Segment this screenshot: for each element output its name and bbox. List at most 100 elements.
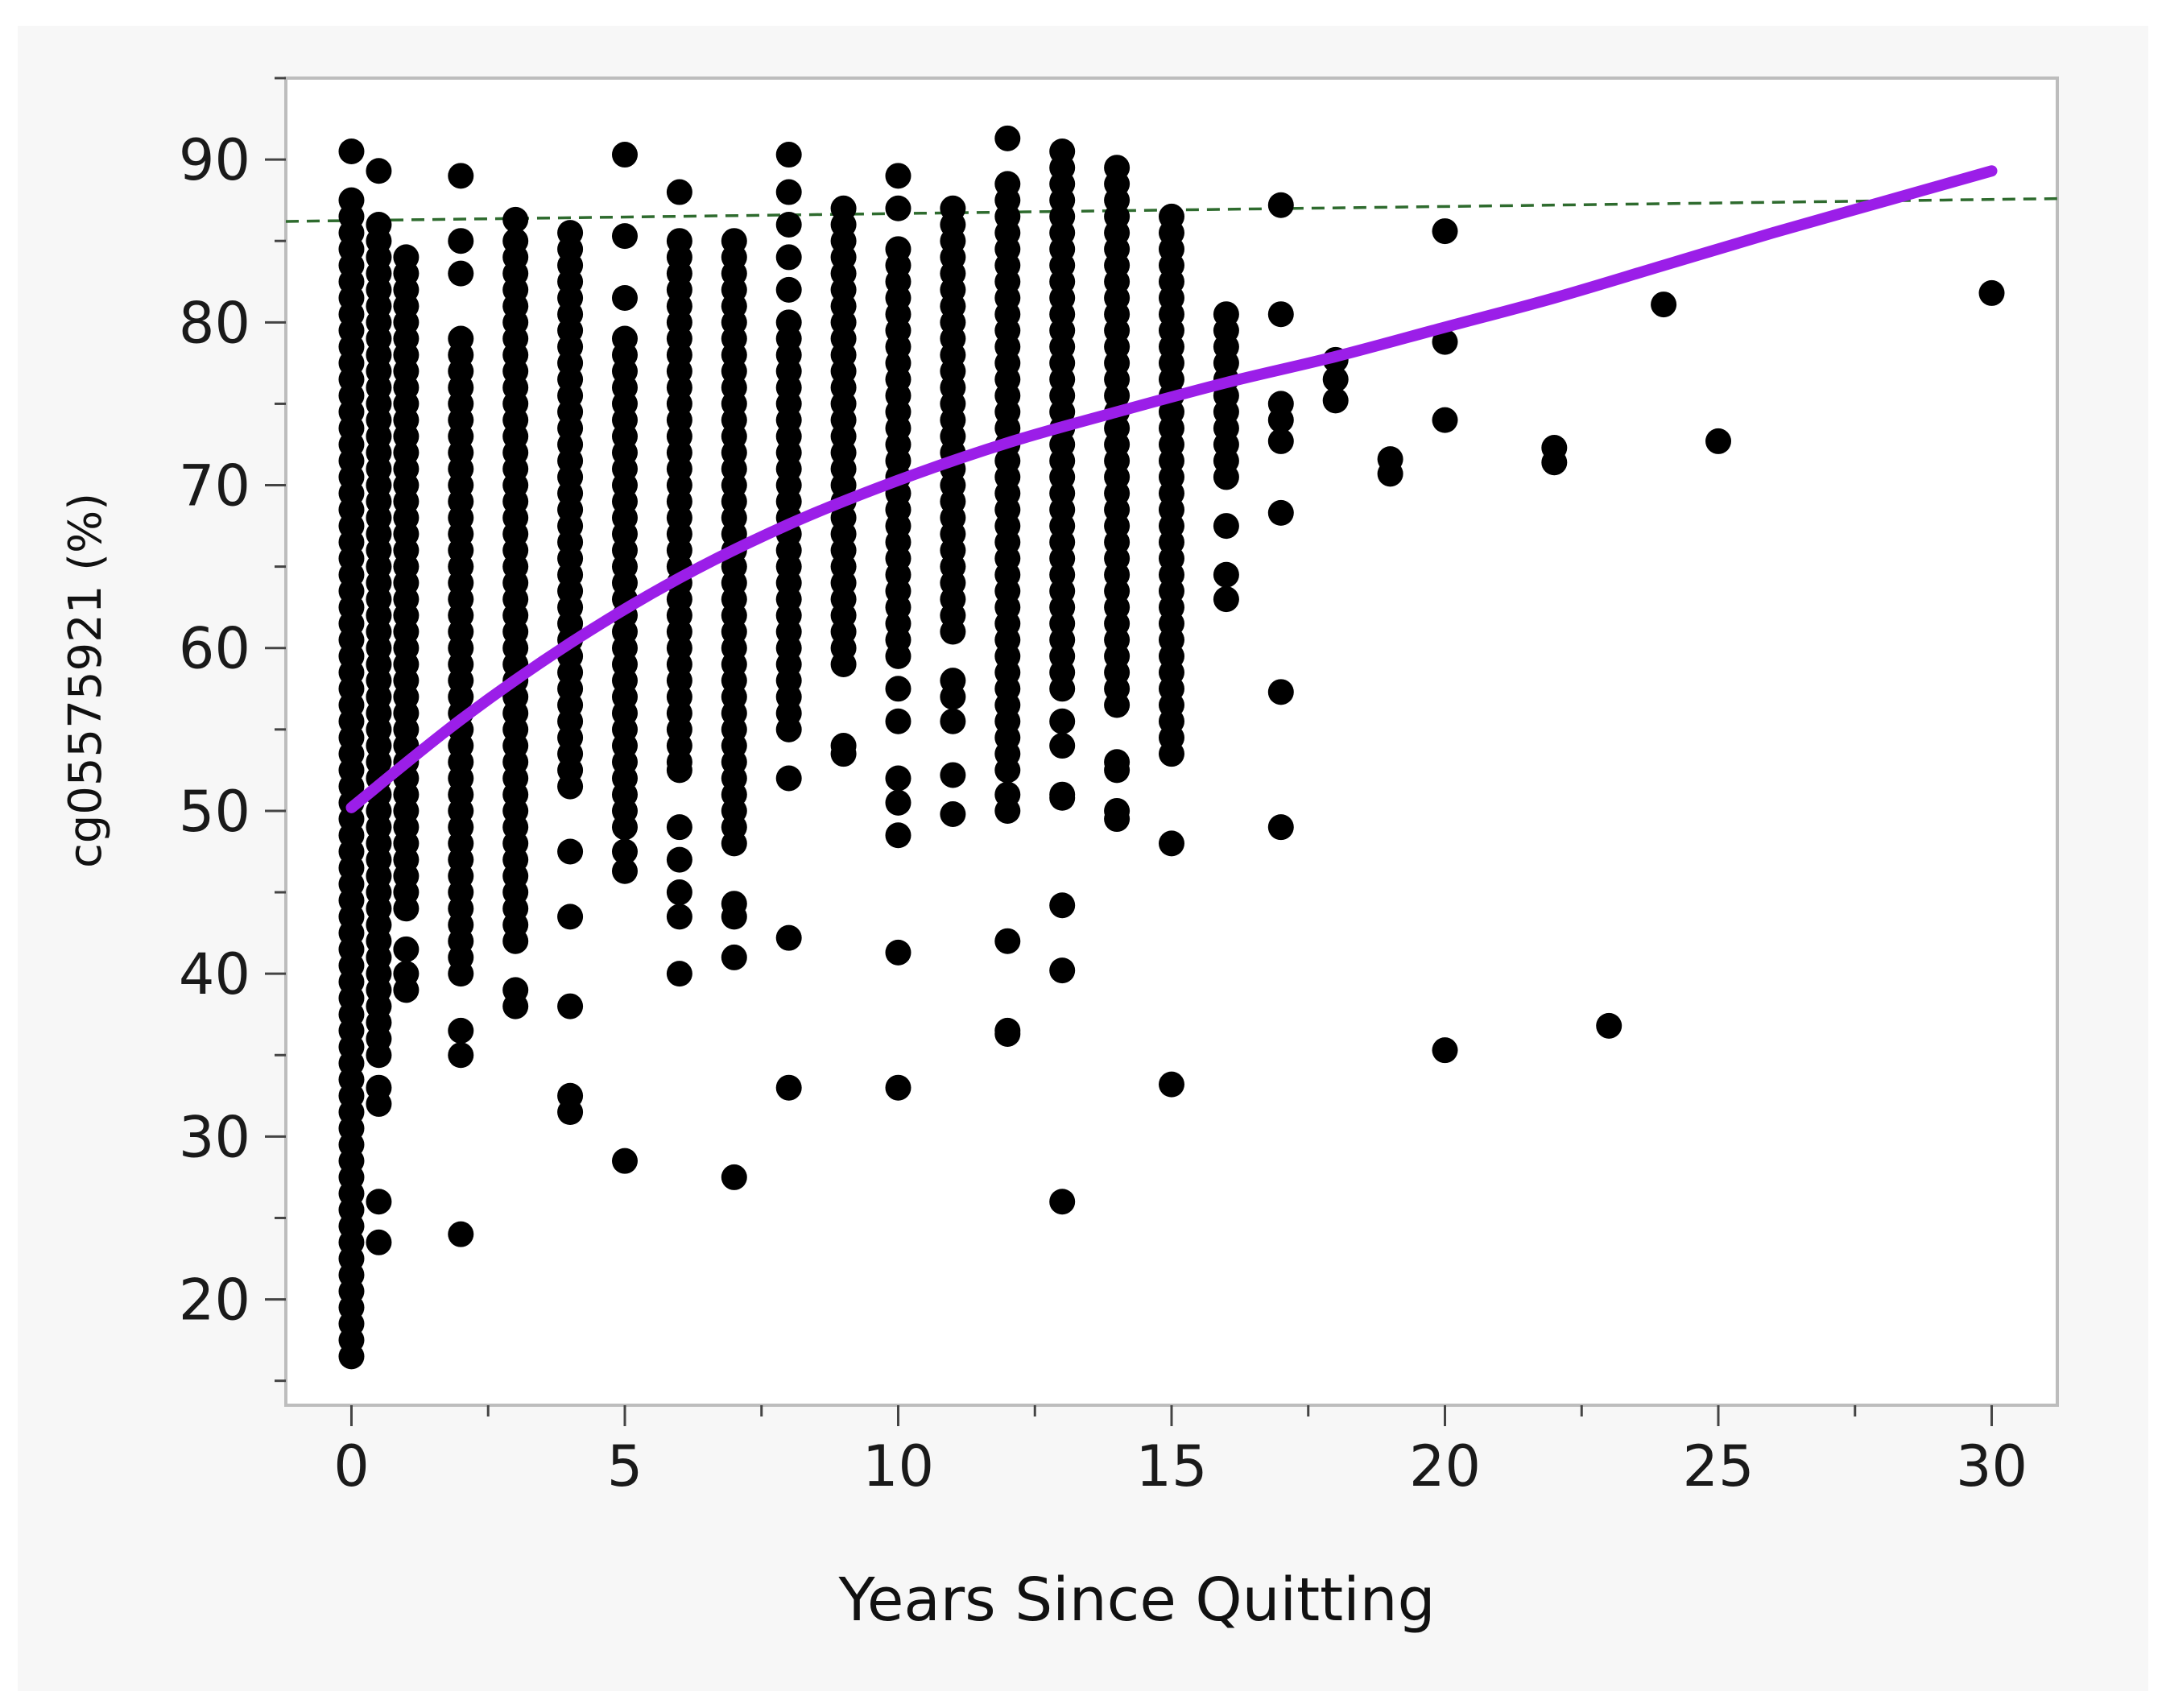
data-point [1159, 203, 1184, 230]
data-point [1432, 218, 1458, 245]
data-point [1322, 387, 1349, 414]
data-point [1705, 428, 1732, 454]
data-point [393, 936, 420, 962]
data-point [1432, 1037, 1458, 1064]
data-point [721, 904, 747, 930]
data-point [1377, 461, 1403, 487]
data-point [666, 961, 692, 987]
data-point [557, 220, 584, 246]
data-point [940, 708, 966, 734]
data-point [611, 1148, 638, 1174]
data-point [448, 1042, 474, 1069]
data-point [557, 1099, 584, 1126]
data-point [721, 944, 747, 970]
data-point [448, 260, 474, 287]
data-point [366, 1090, 392, 1117]
data-point [666, 757, 692, 784]
data-point [611, 858, 638, 884]
data-point [1049, 957, 1076, 984]
data-point [885, 163, 911, 189]
data-point [885, 676, 911, 702]
x-tick-label: 0 [333, 1433, 370, 1499]
data-point [994, 928, 1021, 954]
data-point [775, 924, 802, 951]
data-point [666, 904, 692, 930]
data-point [1596, 1012, 1622, 1039]
data-point [1104, 806, 1131, 833]
fit-curve [345, 165, 1998, 813]
data-point [1651, 292, 1677, 318]
data-point [1267, 407, 1294, 433]
data-point [1267, 814, 1294, 841]
x-tick-label: 15 [1135, 1433, 1207, 1499]
x-tick-label: 30 [1956, 1433, 2028, 1499]
data-point [940, 800, 966, 827]
data-point [775, 211, 802, 238]
data-point [1159, 1071, 1184, 1098]
data-point [775, 309, 802, 336]
data-point [1159, 830, 1184, 857]
data-point [666, 179, 692, 205]
data-point [994, 125, 1021, 151]
data-point [1049, 1189, 1076, 1215]
data-point [994, 1020, 1021, 1047]
data-point [448, 1017, 474, 1044]
data-points-layer [338, 125, 2005, 1370]
data-point [393, 977, 420, 1003]
data-point [366, 158, 392, 184]
data-point [1104, 155, 1131, 181]
data-point [775, 244, 802, 271]
data-point [666, 879, 692, 906]
data-point [1978, 279, 2005, 306]
data-point [994, 171, 1021, 197]
y-tick-label: 90 [179, 127, 250, 193]
data-point [1541, 449, 1568, 476]
data-point [666, 846, 692, 873]
data-point [885, 765, 911, 792]
data-point [1213, 586, 1239, 613]
data-point [448, 228, 474, 254]
data-point [502, 206, 529, 233]
data-point [502, 228, 529, 254]
x-tick-label: 10 [862, 1433, 934, 1499]
data-point [366, 1189, 392, 1215]
y-tick-label: 80 [179, 290, 250, 356]
data-point [557, 904, 584, 930]
data-point [885, 939, 911, 966]
data-point [1049, 784, 1076, 811]
data-point [666, 814, 692, 841]
data-point [611, 142, 638, 168]
y-tick-label: 20 [179, 1268, 250, 1334]
data-point [885, 708, 911, 734]
y-tick-label: 60 [179, 616, 250, 682]
y-tick-label: 30 [179, 1104, 250, 1170]
data-point [940, 195, 966, 221]
data-point [1049, 892, 1076, 919]
data-point [611, 325, 638, 352]
data-point [940, 762, 966, 788]
data-point [885, 1074, 911, 1101]
data-point [448, 325, 474, 352]
data-point [1322, 366, 1349, 393]
data-point [1267, 679, 1294, 705]
data-point [1267, 428, 1294, 454]
data-point [393, 244, 420, 271]
data-point [611, 284, 638, 311]
data-point [885, 822, 911, 849]
data-point [1267, 499, 1294, 526]
data-point [1213, 301, 1239, 328]
data-point [557, 993, 584, 1019]
data-point [940, 684, 966, 710]
data-point [775, 276, 802, 303]
data-point [721, 228, 747, 254]
data-point [885, 789, 911, 816]
data-point [366, 211, 392, 238]
data-point [721, 1164, 747, 1190]
data-point [775, 765, 802, 792]
data-point [1267, 192, 1294, 218]
data-point [1432, 407, 1458, 433]
x-tick-label: 25 [1682, 1433, 1754, 1499]
y-axis: 20 30 40 50 60 70 80 90 [179, 77, 286, 1383]
